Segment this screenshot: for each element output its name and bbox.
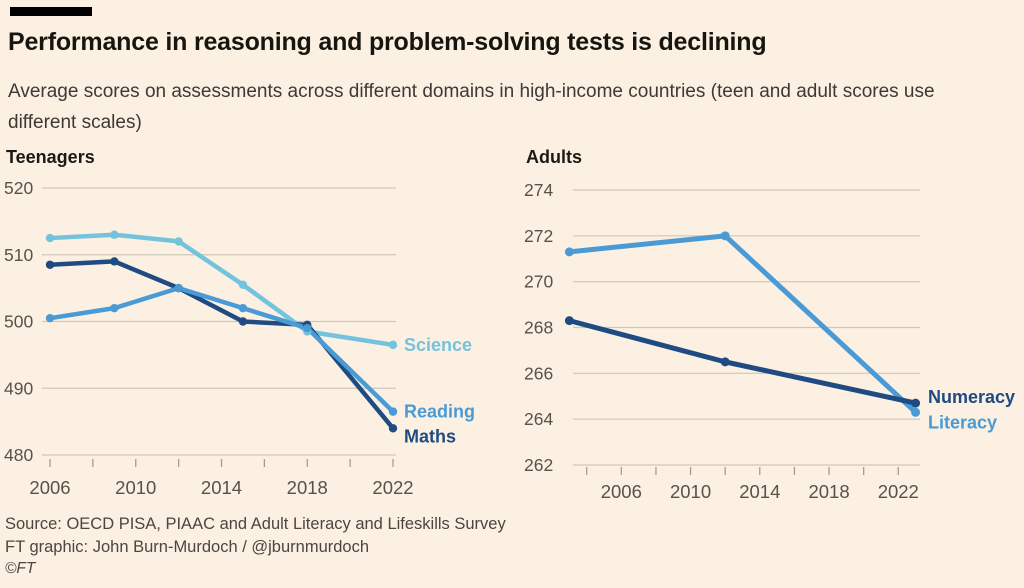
data-point-literacy: [911, 407, 921, 417]
chart-footer: Source: OECD PISA, PIAAC and Adult Liter…: [5, 513, 1005, 581]
data-point-science: [388, 340, 398, 350]
data-point-numeracy: [564, 316, 574, 326]
series-line-science: [47, 232, 396, 348]
credit-note: FT graphic: John Burn-Murdoch / @jburnmu…: [5, 537, 370, 556]
y-axis-label: 510: [4, 245, 33, 265]
x-axis-label: 2022: [878, 481, 919, 502]
data-point-reading: [388, 407, 398, 416]
data-point-maths: [45, 260, 55, 269]
source-note: Source: OECD PISA, PIAAC and Adult Liter…: [5, 515, 506, 533]
panel-title-adults: Adults: [526, 147, 582, 167]
series-label-maths: Maths: [404, 426, 456, 446]
data-point-maths: [238, 317, 248, 326]
series-label-literacy: Literacy: [928, 412, 997, 432]
series-label-science: Science: [404, 335, 472, 355]
data-point-science: [174, 237, 183, 246]
x-axis-label: 2018: [287, 477, 328, 498]
series-line-maths: [47, 259, 396, 431]
data-point-literacy: [720, 231, 730, 241]
y-axis-label: 480: [4, 445, 33, 465]
copyright-note: ©FT: [5, 560, 36, 577]
data-point-reading: [174, 283, 183, 293]
brand-bar: [10, 7, 92, 16]
panel-title-teenagers: Teenagers: [6, 147, 95, 167]
data-point-maths: [110, 257, 119, 266]
data-point-science: [110, 230, 119, 239]
data-point-maths: [388, 424, 398, 433]
data-point-science: [238, 280, 248, 289]
x-axis-label: 2014: [201, 477, 242, 498]
data-point-reading: [110, 303, 119, 313]
x-axis-label: 2006: [29, 477, 70, 498]
y-axis-label: 266: [524, 363, 553, 383]
x-axis-label: 2006: [601, 481, 642, 502]
y-axis-label: 270: [524, 272, 553, 292]
chart-title: Performance in reasoning and problem-sol…: [8, 28, 767, 56]
x-axis-label: 2010: [115, 477, 156, 498]
series-line-literacy: [566, 233, 919, 415]
chart-subtitle: Average scores on assessments across dif…: [8, 81, 935, 133]
y-axis-label: 262: [524, 455, 553, 475]
x-axis-label: 2022: [372, 477, 413, 498]
x-axis-label: 2010: [670, 481, 711, 502]
data-point-numeracy: [911, 398, 921, 408]
data-point-science: [45, 233, 55, 243]
series-label-reading: Reading: [404, 402, 475, 422]
x-axis-label: 2014: [739, 481, 780, 502]
charts-canvas: 480 490 500 510 520 2006 2010 2014 2018 2022 Scien…: [4, 178, 1015, 502]
data-point-numeracy: [720, 357, 730, 367]
y-axis-label: 268: [524, 318, 553, 338]
data-point-reading: [45, 313, 55, 323]
x-axis-label: 2018: [808, 481, 849, 502]
y-axis-label: 500: [4, 312, 33, 332]
y-axis-label: 490: [4, 378, 33, 398]
teenagers-plot: 480 490 500 510 520 2006 2010 2014 2018 2022 Scien…: [4, 178, 475, 498]
y-axis-label: 272: [524, 226, 553, 246]
data-point-literacy: [564, 247, 574, 257]
adults-plot: 262 264 266 268 270 272 274 2006 2010 2014 2018 202…: [524, 180, 1015, 502]
data-point-reading: [238, 303, 248, 313]
y-axis-label: 274: [524, 180, 553, 200]
series-label-numeracy: Numeracy: [928, 387, 1015, 407]
y-axis-label: 264: [524, 409, 553, 429]
series-line-reading: [47, 285, 396, 414]
y-axis-label: 520: [4, 178, 33, 198]
data-point-reading: [303, 323, 312, 333]
